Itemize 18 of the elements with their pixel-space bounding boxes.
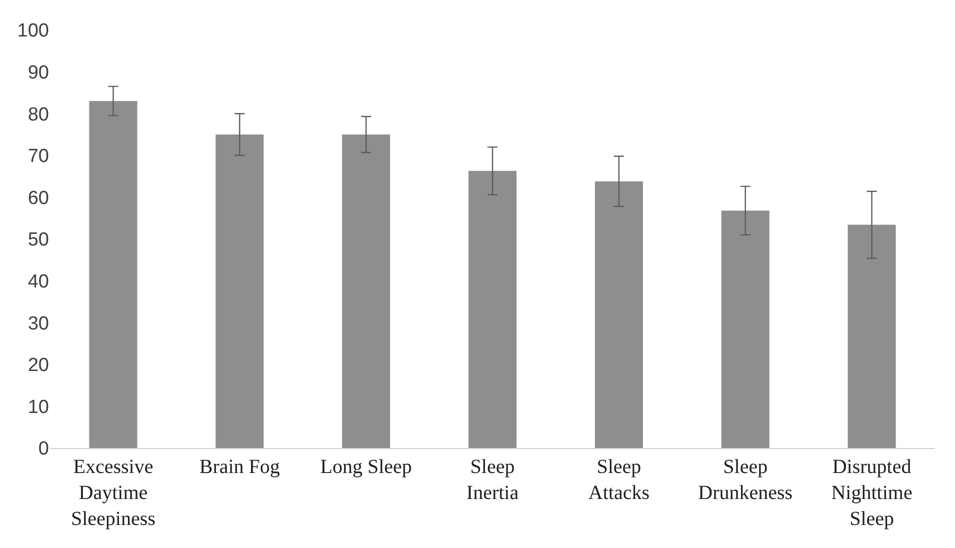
- y-tick-label: 60: [28, 188, 49, 209]
- y-tick-label: 90: [28, 62, 49, 84]
- x-tick-label: Long Sleep: [320, 456, 412, 478]
- x-tick-label: Excessive Daytime Sleepiness: [70, 456, 156, 530]
- y-tick-label: 70: [28, 146, 49, 168]
- x-tick-label: Sleep Attacks: [588, 456, 650, 504]
- y-tick-label: 30: [28, 313, 49, 334]
- x-tick-label: Sleep Drunkeness: [698, 456, 793, 504]
- y-tick-label: 20: [28, 355, 49, 376]
- x-tick-label: Sleep Inertia: [466, 456, 519, 504]
- y-tick-label: 0: [38, 438, 49, 460]
- y-tick-label: 50: [28, 230, 49, 251]
- y-tick-label: 10: [28, 396, 49, 418]
- y-tick-label: 40: [28, 271, 49, 292]
- y-tick-label: 100: [17, 20, 49, 42]
- x-tick-label: Brain Fog: [199, 456, 280, 478]
- x-tick-label: Disrupted Nighttime Sleep: [831, 456, 912, 530]
- y-tick-label: 80: [28, 104, 49, 126]
